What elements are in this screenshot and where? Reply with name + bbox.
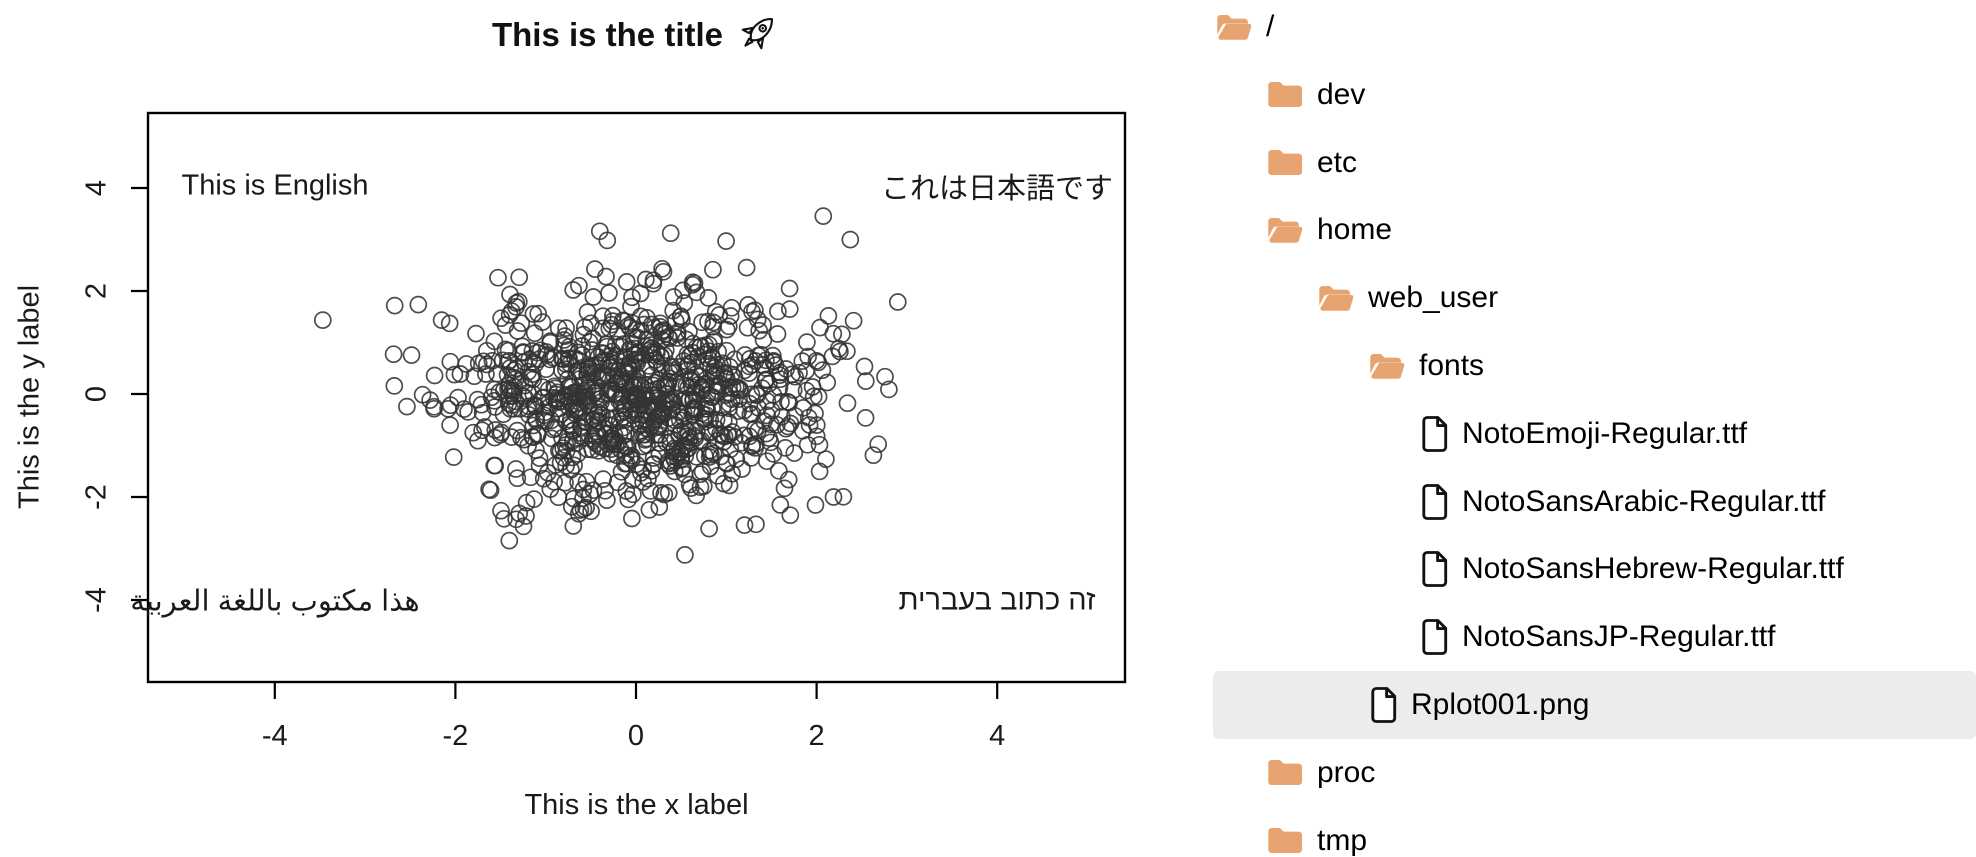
tree-item-web_user[interactable]: web_user bbox=[1213, 264, 1976, 332]
tree-item-label: tmp bbox=[1317, 823, 1368, 857]
x-tick-label: 4 bbox=[989, 720, 1005, 752]
file-icon bbox=[1419, 483, 1449, 520]
annotation-arabic: هذا مكتوب باللغة العربية bbox=[130, 585, 420, 618]
file-icon bbox=[1419, 551, 1449, 588]
y-tick-label: -4 bbox=[81, 587, 113, 613]
tree-item-label: etc bbox=[1317, 145, 1358, 179]
file-icon bbox=[1419, 415, 1449, 452]
folder-open-icon bbox=[1266, 215, 1304, 246]
tree-item-label: NotoSansJP-Regular.ttf bbox=[1462, 620, 1776, 654]
r-plot-panel: -4 -2 0 2 4 -4 -2 0 2 4 This is the title This is… bbox=[13, 10, 1127, 821]
x-tick-label: 2 bbox=[809, 720, 825, 752]
scatter-plot-canvas: -4 -2 0 2 4 -4 -2 0 2 4 bbox=[81, 111, 1127, 752]
tree-item-label: NotoSansHebrew-Regular.ttf bbox=[1462, 552, 1844, 586]
tree-item-NotoSansArabic-Regular.ttf[interactable]: NotoSansArabic-Regular.ttf bbox=[1213, 468, 1976, 536]
tree-item-label: / bbox=[1266, 10, 1275, 43]
tree-item-label: Rplot001.png bbox=[1411, 688, 1590, 721]
tree-item-Rplot001.png[interactable]: Rplot001.png bbox=[1213, 671, 1976, 739]
tree-item-root[interactable]: / bbox=[1213, 0, 1976, 61]
x-tick-label: 0 bbox=[628, 720, 644, 752]
tree-item-dev[interactable]: dev bbox=[1213, 61, 1976, 129]
tree-item-NotoSansJP-Regular.ttf[interactable]: NotoSansJP-Regular.ttf bbox=[1213, 603, 1976, 671]
folder-icon bbox=[1266, 825, 1304, 856]
y-tick-label: -2 bbox=[81, 484, 113, 510]
folder-open-icon bbox=[1368, 351, 1406, 382]
x-tick-label: -2 bbox=[443, 720, 469, 752]
tree-item-label: NotoSansArabic-Regular.ttf bbox=[1462, 484, 1826, 518]
y-tick-label: 2 bbox=[81, 283, 113, 299]
tree-item-label: dev bbox=[1317, 77, 1366, 111]
tree-item-NotoSansHebrew-Regular.ttf[interactable]: NotoSansHebrew-Regular.ttf bbox=[1213, 535, 1976, 603]
tree-item-label: home bbox=[1317, 213, 1393, 247]
tree-item-label: proc bbox=[1317, 755, 1376, 789]
folder-icon bbox=[1266, 147, 1304, 178]
x-axis-label: This is the x label bbox=[524, 789, 749, 821]
tree-item-label: NotoEmoji-Regular.ttf bbox=[1462, 416, 1748, 450]
annotation-hebrew: זה כתוב בעברית bbox=[898, 584, 1096, 617]
tree-item-etc[interactable]: etc bbox=[1213, 129, 1976, 197]
folder-open-icon bbox=[1215, 12, 1253, 43]
annotation-japanese: これは日本語です bbox=[880, 173, 1114, 205]
y-tick-label: 0 bbox=[81, 386, 113, 402]
x-tick-label: -4 bbox=[262, 720, 288, 752]
tree-item-label: web_user bbox=[1368, 281, 1499, 315]
tree-item-NotoEmoji-Regular.ttf[interactable]: NotoEmoji-Regular.ttf bbox=[1213, 400, 1976, 468]
y-tick-label: 4 bbox=[81, 180, 113, 196]
tree-item-label: fonts bbox=[1419, 349, 1485, 382]
plot-title: This is the title bbox=[148, 10, 1125, 56]
plot-title-text: This is the title bbox=[491, 16, 724, 53]
tree-item-fonts[interactable]: fonts bbox=[1213, 332, 1976, 400]
y-axis-label: This is the y label bbox=[13, 284, 46, 510]
tree-item-tmp[interactable]: tmp bbox=[1213, 807, 1976, 857]
folder-icon bbox=[1266, 757, 1304, 788]
annotation-english: This is English bbox=[181, 169, 369, 202]
file-icon bbox=[1419, 619, 1449, 656]
tree-item-home[interactable]: home bbox=[1213, 196, 1976, 264]
tree-item-proc[interactable]: proc bbox=[1213, 739, 1976, 807]
folder-icon bbox=[1266, 79, 1304, 110]
scatter-points bbox=[313, 207, 907, 564]
rocket-emoji-icon bbox=[741, 18, 773, 50]
file-icon bbox=[1368, 687, 1398, 723]
folder-open-icon bbox=[1317, 283, 1355, 314]
